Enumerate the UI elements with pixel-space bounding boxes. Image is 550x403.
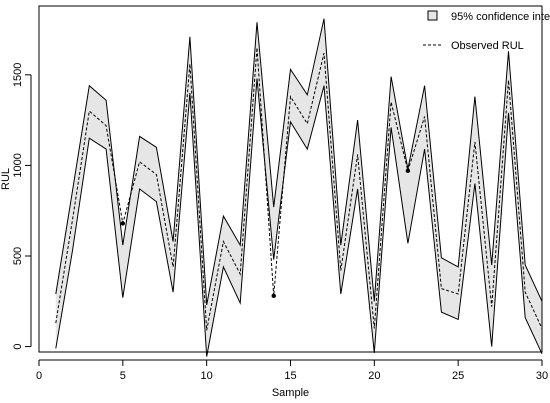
x-tick-label: 20 bbox=[368, 370, 380, 382]
x-axis-label: Sample bbox=[272, 387, 309, 399]
confidence-band-layer bbox=[55, 18, 543, 357]
observed-point bbox=[120, 221, 126, 226]
y-tick-label: 500 bbox=[12, 247, 24, 265]
legend: 95% confidence interval Observed RUL bbox=[423, 10, 550, 52]
observed-point bbox=[405, 168, 411, 174]
y-tick-label: 1500 bbox=[12, 63, 24, 87]
legend-label: Observed RUL bbox=[451, 40, 524, 52]
confidence-band-fill bbox=[55, 18, 543, 357]
y-tick-label: 1000 bbox=[12, 153, 24, 177]
x-tick-label: 5 bbox=[120, 370, 126, 382]
lower-bound-line bbox=[55, 78, 543, 357]
x-axis: 0 5 10 15 20 25 30 bbox=[36, 359, 548, 382]
observed-point bbox=[271, 293, 276, 299]
y-axis-label: RUL bbox=[0, 168, 12, 190]
x-tick-label: 30 bbox=[536, 370, 548, 382]
legend-ci-swatch bbox=[427, 10, 438, 21]
legend-label: 95% confidence interval bbox=[451, 11, 550, 23]
y-tick-label: 0 bbox=[12, 344, 24, 350]
x-tick-label: 0 bbox=[36, 370, 42, 382]
x-tick-label: 10 bbox=[201, 370, 213, 382]
x-tick-label: 15 bbox=[284, 370, 296, 382]
y-axis: 0 500 1000 1500 bbox=[12, 63, 32, 350]
observed-points-layer bbox=[120, 168, 411, 299]
x-tick-label: 25 bbox=[452, 370, 464, 382]
upper-bound-line bbox=[55, 18, 543, 305]
plot-frame bbox=[38, 5, 543, 353]
